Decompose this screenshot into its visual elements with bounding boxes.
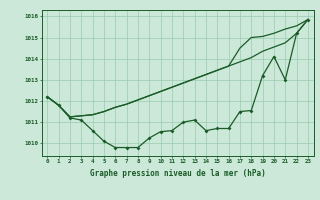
X-axis label: Graphe pression niveau de la mer (hPa): Graphe pression niveau de la mer (hPa) [90, 169, 266, 178]
